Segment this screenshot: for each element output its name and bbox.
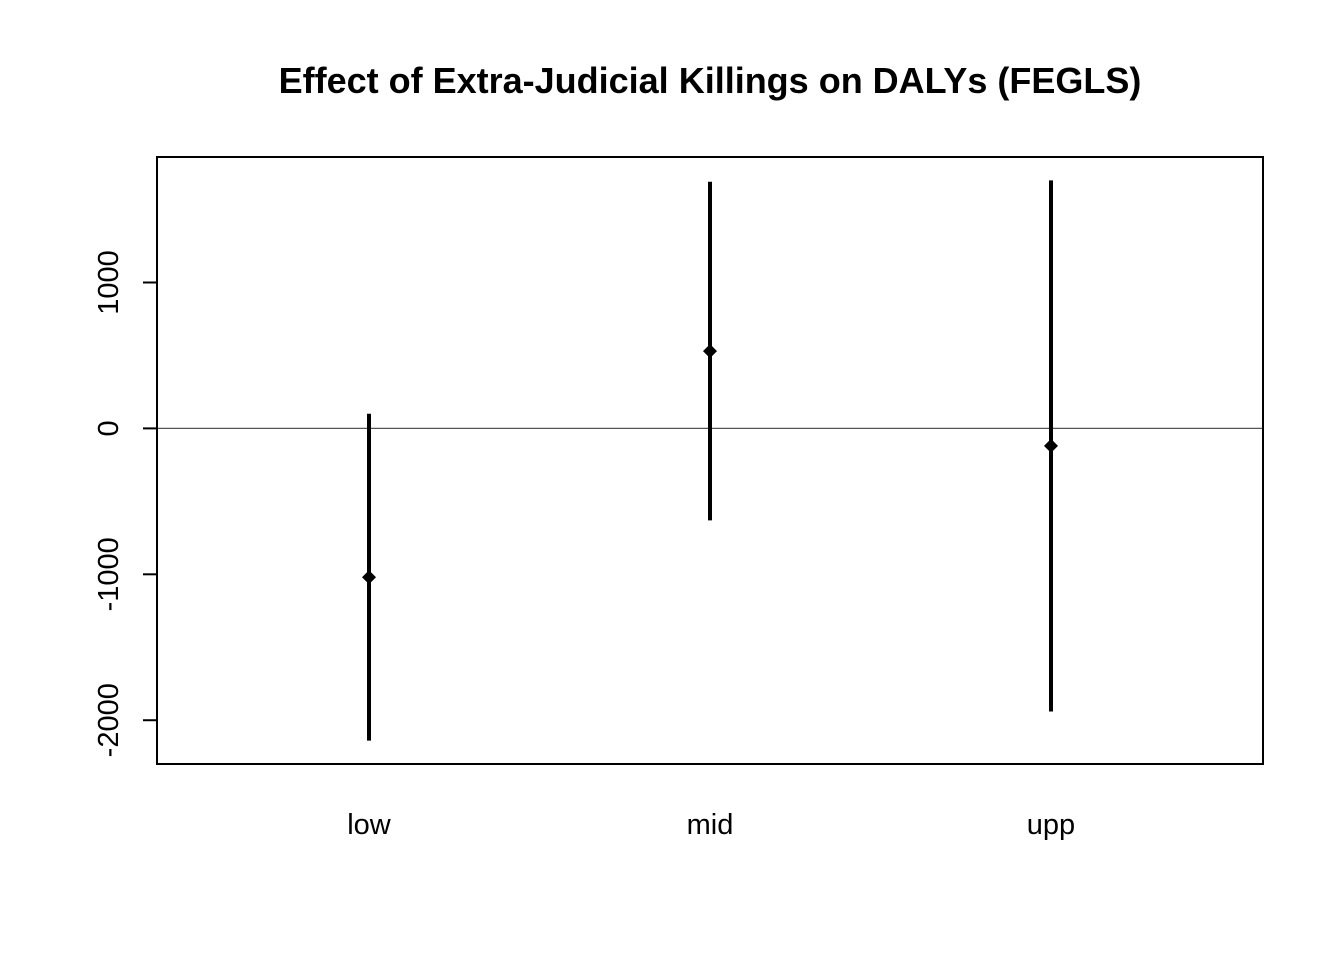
y-tick-label: 1000 bbox=[93, 250, 125, 315]
x-tick-label-mid: mid bbox=[687, 809, 734, 841]
x-tick-label-low: low bbox=[347, 809, 392, 841]
y-axis: -2000 -1000 0 1000 bbox=[93, 250, 157, 757]
x-axis-labels: low mid upp bbox=[347, 809, 1075, 841]
chart-title: Effect of Extra-Judicial Killings on DAL… bbox=[279, 60, 1142, 101]
x-tick-label-upp: upp bbox=[1027, 809, 1075, 841]
y-tick-label: -1000 bbox=[93, 537, 125, 611]
point-estimate-low bbox=[362, 570, 376, 585]
point-estimate-mid bbox=[703, 344, 717, 359]
point-estimate-upp bbox=[1044, 438, 1058, 453]
y-tick-label: 0 bbox=[93, 420, 125, 436]
error-bar-series bbox=[362, 180, 1058, 741]
plot-frame bbox=[156, 156, 1264, 765]
y-tick-label: -2000 bbox=[93, 683, 125, 757]
